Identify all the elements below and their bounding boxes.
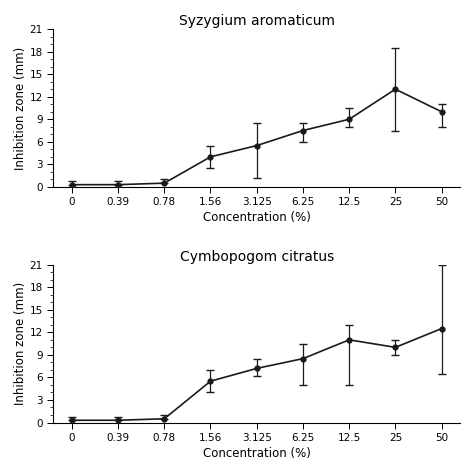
Title: Cymbopogom citratus: Cymbopogom citratus (180, 249, 334, 264)
X-axis label: Concentration (%): Concentration (%) (203, 447, 310, 460)
Title: Syzygium aromaticum: Syzygium aromaticum (179, 14, 335, 28)
X-axis label: Concentration (%): Concentration (%) (203, 211, 310, 225)
Y-axis label: Inhibition zone (mm): Inhibition zone (mm) (14, 46, 27, 170)
Y-axis label: Inhibition zone (mm): Inhibition zone (mm) (14, 282, 27, 405)
